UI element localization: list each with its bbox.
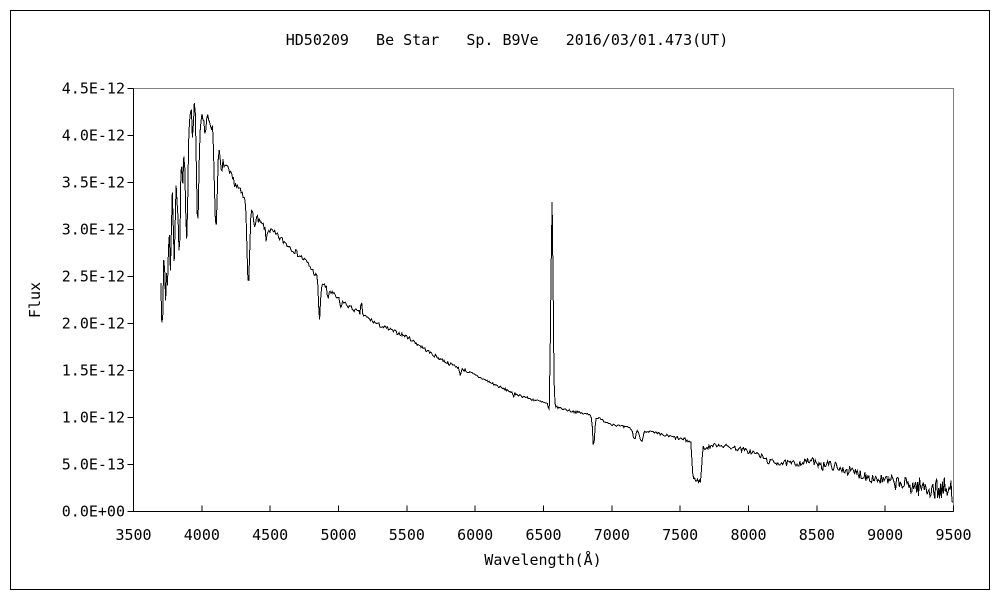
y-tick-label: 0.0E+00: [62, 503, 125, 521]
x-axis-label: Wavelength(Å): [484, 550, 601, 569]
y-tick-label: 3.0E-12: [62, 221, 125, 239]
outer-border: [10, 10, 990, 590]
y-tick-label: 4.5E-12: [62, 80, 125, 98]
x-tick-label: 6500: [525, 526, 561, 544]
x-axis-ticks: [133, 505, 954, 512]
plot-frame: [133, 88, 954, 512]
x-tick-label: 8000: [730, 526, 766, 544]
y-tick-label: 2.5E-12: [62, 268, 125, 286]
x-tick-label: 7000: [594, 526, 630, 544]
y-tick-label: 3.5E-12: [62, 174, 125, 192]
x-tick-label: 6000: [457, 526, 493, 544]
y-tick-label: 2.0E-12: [62, 315, 125, 333]
x-tick-label: 7500: [662, 526, 698, 544]
x-tick-label: 9500: [935, 526, 971, 544]
y-axis-label: Flux: [26, 282, 44, 318]
y-tick-label: 4.0E-12: [62, 127, 125, 145]
x-tick-label: 3500: [115, 526, 151, 544]
x-tick-label: 9000: [867, 526, 903, 544]
y-axis-ticks: [127, 88, 134, 512]
x-axis-tick-labels: 3500 4000 4500 5000 5500 6000 6500 7000 7500 8000…: [115, 526, 971, 544]
x-tick-label: 5000: [320, 526, 356, 544]
spectrum-line: [160, 103, 954, 503]
x-tick-label: 5500: [389, 526, 425, 544]
x-tick-label: 4000: [184, 526, 220, 544]
x-tick-label: 8500: [799, 526, 835, 544]
x-tick-label: 4500: [252, 526, 288, 544]
page-title: HD50209 Be Star Sp. B9Ve 2016/03/01.473(…: [286, 31, 729, 49]
y-axis-tick-labels: 4.5E-12 4.0E-12 3.5E-12 3.0E-12 2.5E-12 2.0E-…: [62, 80, 125, 521]
y-tick-label: 5.0E-13: [62, 456, 125, 474]
axes: [133, 88, 954, 512]
y-tick-label: 1.5E-12: [62, 362, 125, 380]
y-tick-label: 1.0E-12: [62, 409, 125, 427]
